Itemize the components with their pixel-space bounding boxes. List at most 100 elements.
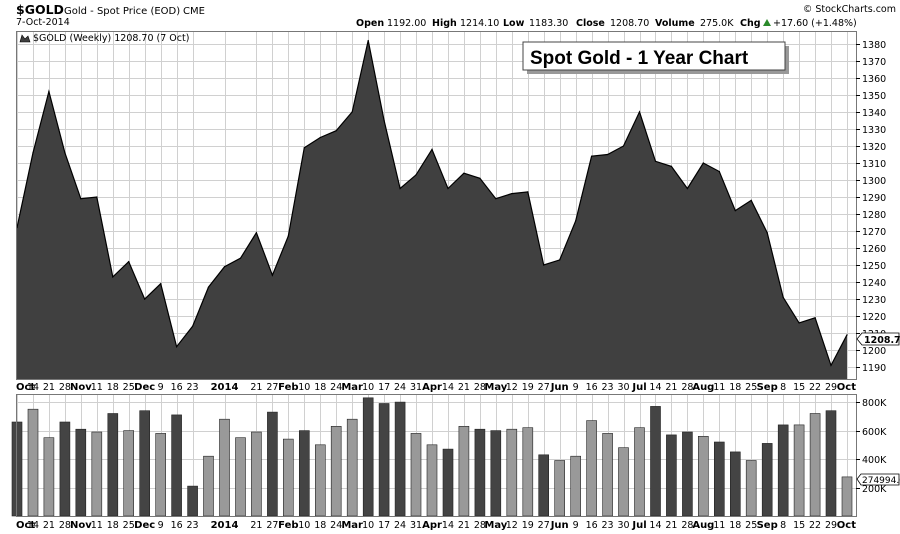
price-point bbox=[766, 232, 768, 234]
volume-bar bbox=[410, 433, 422, 517]
price-point bbox=[192, 325, 194, 327]
volume-value: 275.0K bbox=[700, 18, 734, 29]
x-tick-label: 19 bbox=[522, 382, 534, 393]
price-point bbox=[607, 153, 609, 156]
price-point bbox=[48, 90, 50, 93]
volume-bar bbox=[682, 431, 693, 517]
x-tick-label: 8 bbox=[780, 382, 786, 393]
x-tick-label: 28 bbox=[474, 520, 486, 531]
x-tick-label: 24 bbox=[394, 382, 406, 393]
volume-bar bbox=[729, 451, 741, 517]
price-point bbox=[654, 160, 657, 162]
x-tick-label: 28 bbox=[681, 382, 693, 393]
price-tick-label: 1370 bbox=[862, 57, 886, 68]
price-tick-label: 1330 bbox=[862, 125, 886, 136]
volume-bar bbox=[362, 397, 374, 517]
volume-bar bbox=[777, 424, 789, 517]
x-tick-label: 31 bbox=[410, 520, 422, 531]
price-point bbox=[575, 220, 577, 222]
x-tick-label: 22 bbox=[809, 382, 821, 393]
chg-value: +17.60 (+1.48%) bbox=[773, 18, 857, 29]
x-tick-label: 28 bbox=[474, 382, 486, 393]
x-tick-label: 29 bbox=[825, 382, 837, 393]
price-point bbox=[128, 261, 130, 263]
x-tick-label: Oct bbox=[16, 382, 35, 393]
open-value: 1192.00 bbox=[387, 18, 426, 29]
up-triangle-icon bbox=[763, 19, 771, 26]
x-tick-label: 22 bbox=[809, 520, 821, 531]
price-point bbox=[734, 210, 736, 212]
price-axis: 1190120012101220123012401250126012701280… bbox=[856, 40, 886, 374]
x-tick-label: 21 bbox=[250, 382, 262, 393]
price-point bbox=[32, 152, 34, 154]
volume-bar bbox=[59, 421, 71, 517]
price-tick-label: 1240 bbox=[862, 278, 886, 289]
volume-bar bbox=[841, 476, 853, 517]
high-label: High bbox=[432, 18, 457, 29]
x-tick-label: 8 bbox=[780, 520, 786, 531]
x-tick-label: 23 bbox=[187, 520, 199, 531]
x-tick-label: 23 bbox=[602, 382, 614, 393]
x-tick-label: 14 bbox=[27, 382, 39, 393]
volume-bar bbox=[155, 433, 166, 517]
x-tick-label: 18 bbox=[729, 382, 741, 393]
price-area bbox=[16, 39, 848, 379]
volume-bar bbox=[27, 408, 39, 517]
x-tick-label: 10 bbox=[362, 520, 374, 531]
x-tick-label: Apr bbox=[422, 382, 442, 393]
price-tick-label: 1220 bbox=[862, 312, 886, 323]
x-tick-label: 16 bbox=[171, 520, 183, 531]
x-tick-label: 28 bbox=[59, 382, 71, 393]
x-tick-label: 12 bbox=[506, 382, 518, 393]
x-tick-label: 27 bbox=[538, 382, 550, 393]
volume-bar bbox=[187, 485, 198, 517]
x-tick-label: 29 bbox=[825, 520, 837, 531]
x-tick-label: 27 bbox=[266, 382, 278, 393]
volume-bar bbox=[745, 460, 757, 517]
price-point bbox=[527, 191, 529, 193]
x-tick-label: Aug bbox=[692, 520, 714, 531]
volume-bar bbox=[761, 443, 773, 517]
x-tick-label: 2014 bbox=[211, 520, 239, 531]
x-tick-label: 14 bbox=[27, 520, 39, 531]
volume-bar bbox=[697, 435, 709, 517]
price-last-marker: 1208.70 bbox=[856, 332, 900, 346]
price-point bbox=[543, 264, 545, 266]
x-tick-label: 16 bbox=[586, 520, 598, 531]
price-tick-label: 1310 bbox=[862, 159, 886, 170]
price-point bbox=[80, 198, 82, 200]
price-tick-label: 1190 bbox=[862, 363, 886, 374]
volume-bar bbox=[123, 430, 134, 517]
x-tick-label: 14 bbox=[649, 382, 661, 393]
price-point bbox=[798, 322, 800, 324]
volume-bar bbox=[43, 437, 55, 517]
x-tick-label: Jul bbox=[631, 382, 646, 393]
x-tick-label: 10 bbox=[298, 520, 310, 531]
volume-bar bbox=[793, 424, 805, 517]
volume-bar bbox=[314, 444, 326, 517]
x-tick-label: 18 bbox=[729, 520, 741, 531]
price-point bbox=[64, 152, 66, 154]
volume-bar bbox=[75, 428, 87, 517]
volume-bar bbox=[298, 430, 310, 517]
x-tick-label: Jun bbox=[550, 520, 569, 531]
date-label: 7-Oct-2014 bbox=[16, 17, 70, 28]
volume-bar bbox=[107, 413, 119, 517]
x-tick-label: 11 bbox=[91, 520, 103, 531]
x-tick-label: 23 bbox=[187, 382, 199, 393]
volume-bar bbox=[490, 430, 502, 517]
x-tick-label: Dec bbox=[134, 520, 155, 531]
volume-bar bbox=[267, 411, 278, 517]
x-tick-label: Oct bbox=[837, 382, 856, 393]
price-point bbox=[447, 187, 449, 190]
x-tick-label: Feb bbox=[278, 520, 298, 531]
chart-callout: Spot Gold - 1 Year Chart bbox=[522, 41, 789, 74]
volume-bar bbox=[586, 420, 597, 517]
callout-box bbox=[522, 41, 786, 71]
volume-bar bbox=[203, 455, 214, 517]
price-point bbox=[702, 162, 704, 164]
x-tick-label: Sep bbox=[757, 382, 778, 393]
x-tick-label: 21 bbox=[458, 520, 470, 531]
price-last-box bbox=[856, 332, 900, 346]
